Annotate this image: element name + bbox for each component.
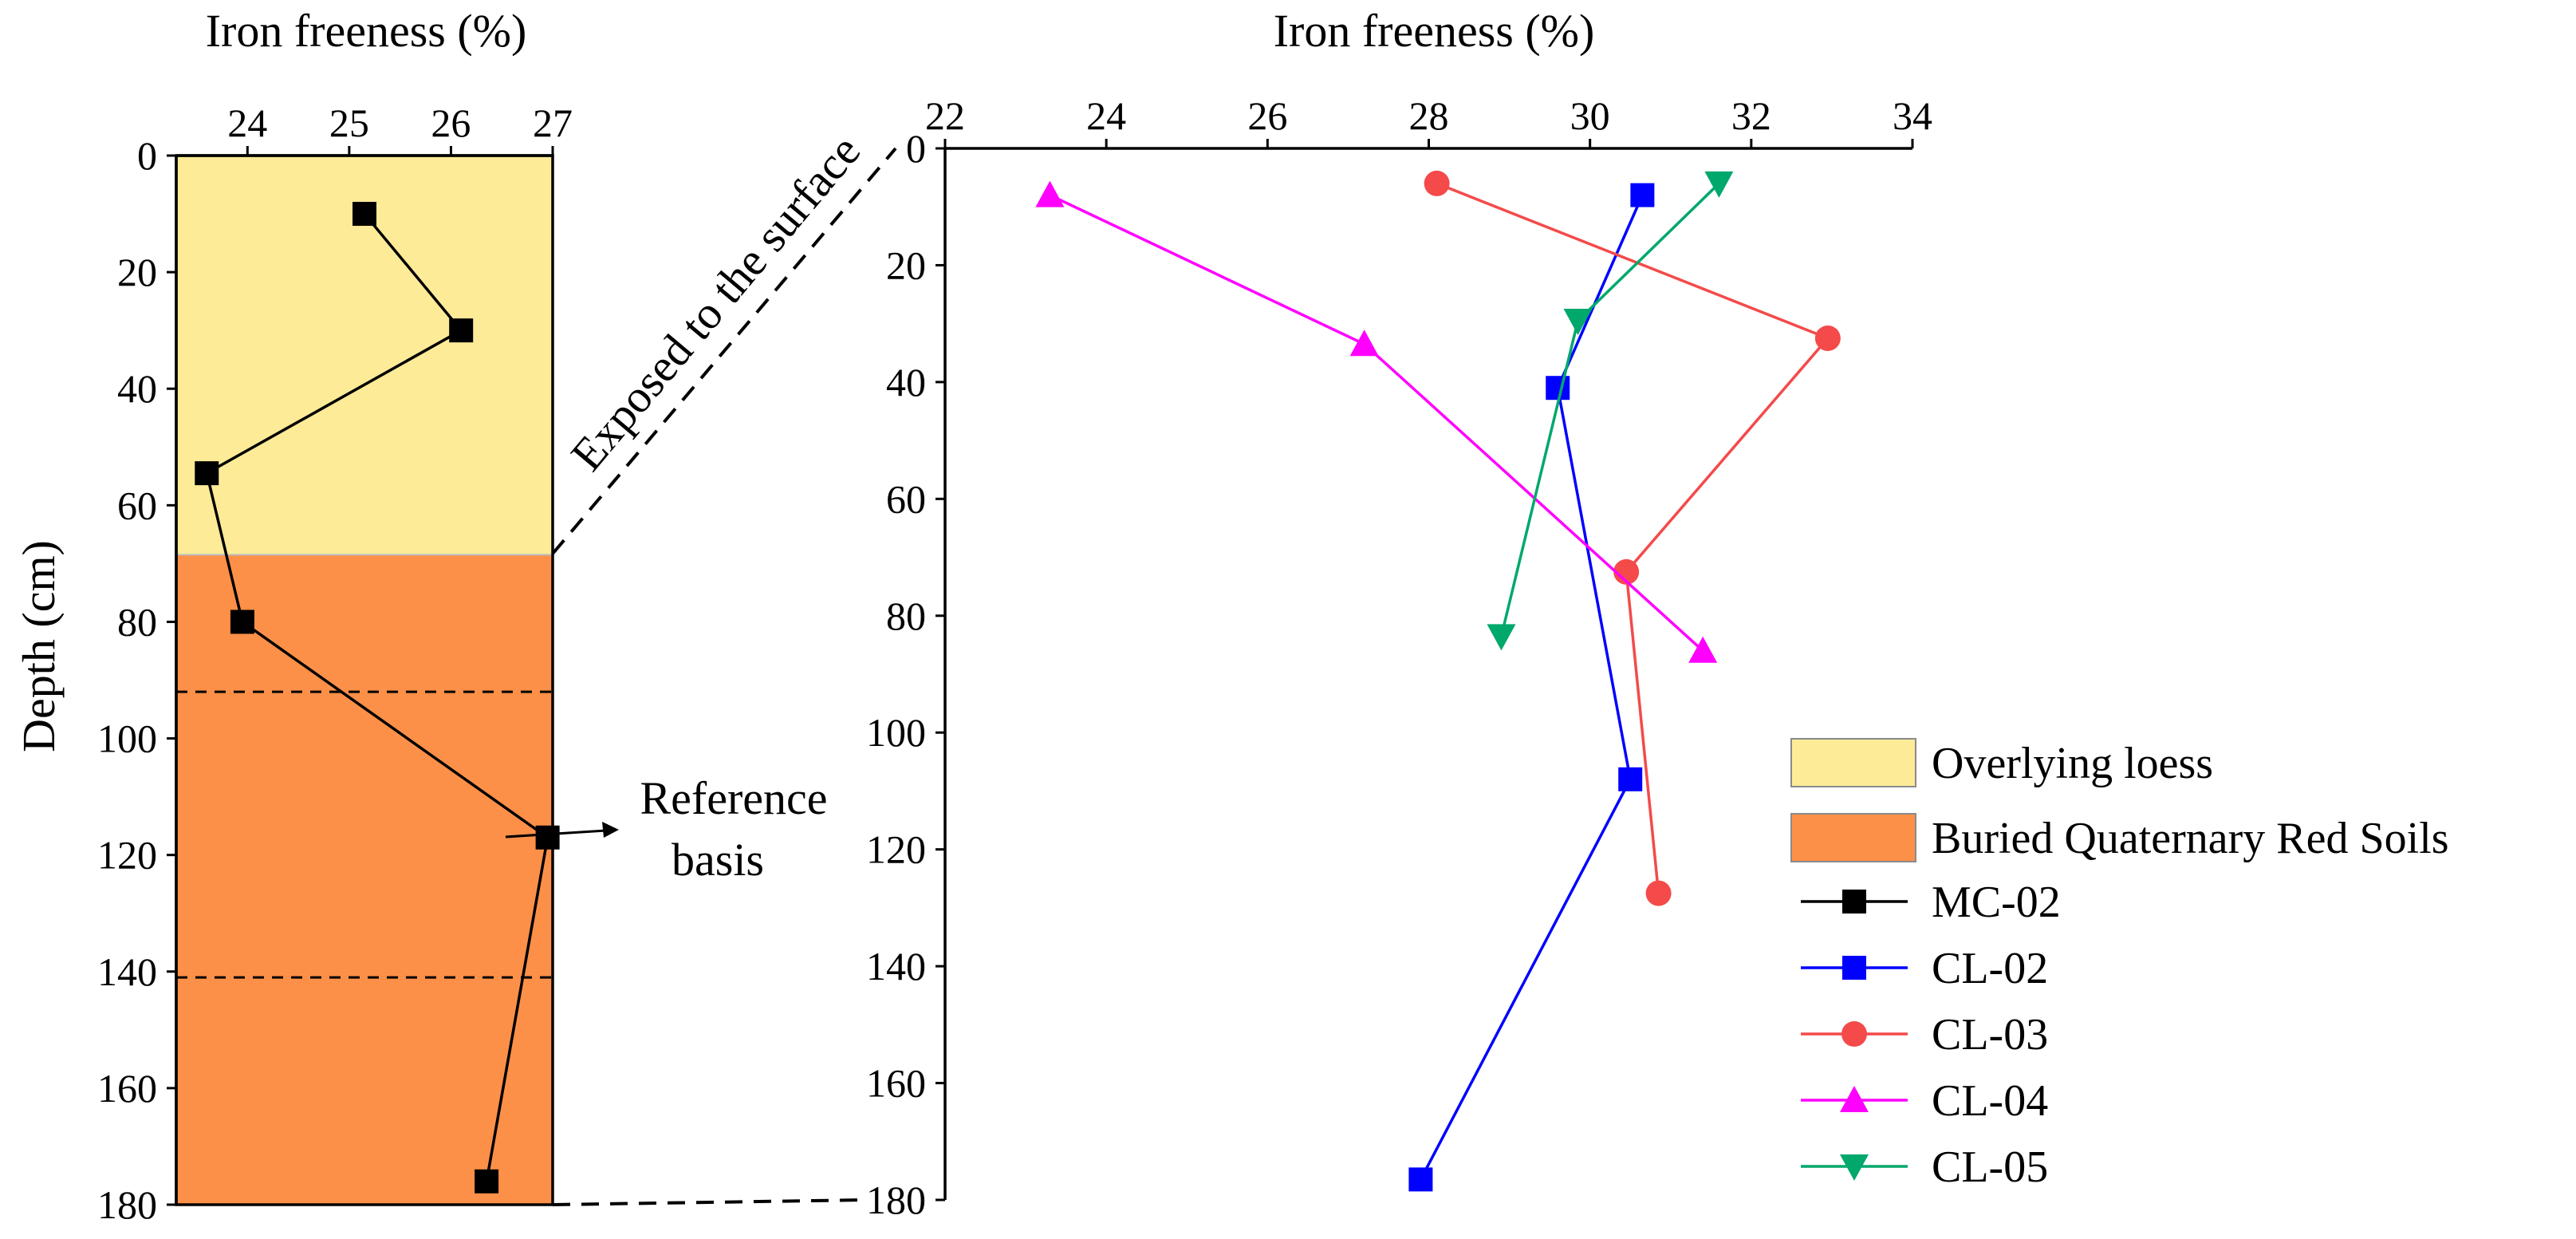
data-point-mc-02 — [353, 202, 376, 227]
y-tick-label: 60 — [117, 483, 157, 527]
legend-marker-cl-02 — [1842, 956, 1866, 980]
data-point-cl-02 — [1618, 767, 1643, 791]
left-y-axis-label: Depth (cm) — [13, 540, 65, 752]
legend-label-cl-02: CL-02 — [1932, 944, 2048, 993]
x-tick-label: 24 — [227, 101, 267, 145]
y-tick-label: 40 — [117, 366, 157, 411]
right-series — [1035, 170, 1841, 1192]
y-tick-label: 20 — [117, 250, 157, 294]
series-line-cl-04 — [1049, 193, 1704, 653]
y-tick-label: 0 — [906, 126, 926, 171]
data-point-cl-04 — [1349, 329, 1379, 357]
data-point-mc-02 — [230, 610, 254, 634]
y-tick-label: 40 — [886, 360, 926, 404]
data-point-cl-02 — [1408, 1167, 1433, 1192]
y-tick-label: 140 — [866, 944, 926, 988]
surface-connector-line — [551, 147, 897, 555]
zone-buried-quaternary-red-soils — [176, 554, 553, 1205]
data-point-cl-03 — [1814, 325, 1841, 351]
data-point-mc-02 — [535, 825, 560, 850]
data-point-cl-02 — [1630, 183, 1655, 207]
reference-arrow-line — [505, 829, 607, 838]
data-point-mc-02 — [449, 318, 474, 343]
left-title: Iron freeness (%) — [206, 5, 527, 57]
reference-arrow-head — [602, 822, 619, 838]
y-tick-label: 160 — [97, 1066, 157, 1111]
x-tick-label: 25 — [329, 101, 369, 145]
y-tick-label: 60 — [886, 476, 926, 521]
legend-series-entries: MC-02 CL-02 CL-03 CL-04 CL-05 — [1801, 878, 2061, 1192]
legend-marker-cl-04 — [1840, 1086, 1869, 1112]
legend-label-cl-04: CL-04 — [1932, 1076, 2048, 1126]
y-tick-label: 120 — [866, 827, 926, 872]
legend: Overlying loess Buried Quaternary Red So… — [1790, 738, 2449, 1192]
left-series — [195, 202, 560, 1194]
x-tick-label: 27 — [533, 101, 573, 145]
legend-label-mc-02: MC-02 — [1932, 878, 2061, 927]
right-panel: 22 24 26 28 30 32 34 0 20 40 60 80 100 120 140 160 180 I… — [866, 5, 1932, 1222]
x-tick-label: 22 — [925, 93, 965, 138]
legend-marker-cl-05 — [1840, 1154, 1869, 1181]
data-point-cl-05 — [1563, 309, 1593, 336]
x-tick-label: 28 — [1409, 93, 1449, 138]
data-point-cl-05 — [1704, 171, 1734, 198]
data-point-cl-02 — [1546, 376, 1570, 401]
x-tick-label: 24 — [1086, 93, 1126, 138]
data-point-cl-03 — [1424, 170, 1450, 196]
y-tick-label: 0 — [137, 133, 157, 178]
y-tick-label: 120 — [97, 833, 157, 878]
y-tick-label: 100 — [866, 710, 926, 755]
x-tick-label: 34 — [1893, 93, 1932, 138]
series-line-cl-03 — [1436, 182, 1830, 894]
data-point-mc-02 — [195, 461, 219, 486]
data-point-cl-04 — [1035, 180, 1065, 207]
x-tick-label: 32 — [1731, 93, 1771, 138]
connectors: Exposed to the surface Reference basis — [505, 125, 897, 1206]
legend-label-cl-05: CL-05 — [1932, 1142, 2048, 1192]
legend-label-cl-03: CL-03 — [1932, 1010, 2048, 1059]
data-point-cl-03 — [1613, 558, 1640, 585]
x-tick-label: 26 — [1247, 93, 1287, 138]
y-tick-label: 140 — [97, 949, 157, 994]
data-point-cl-03 — [1645, 880, 1672, 906]
x-tick-label: 30 — [1570, 93, 1610, 138]
data-point-cl-05 — [1487, 624, 1516, 651]
depth-zones — [176, 156, 553, 1205]
y-tick-label: 180 — [866, 1178, 926, 1222]
right-title: Iron freeness (%) — [1274, 5, 1595, 57]
legend-label-overlying-loess: Overlying loess — [1932, 739, 2213, 788]
reference-annotation-line2: basis — [672, 834, 764, 886]
legend-marker-mc-02 — [1842, 890, 1866, 913]
y-tick-label: 80 — [886, 594, 926, 638]
left-axes: 24 25 26 27 0 20 40 60 80 100 120 140 160 180 — [97, 101, 573, 1227]
y-tick-label: 180 — [97, 1182, 157, 1227]
reference-annotation-line1: Reference — [640, 772, 827, 824]
legend-patch-buried-red-soils — [1790, 813, 1916, 862]
y-tick-label: 20 — [886, 243, 926, 287]
y-tick-label: 100 — [97, 716, 157, 761]
bottom-connector-line — [552, 1198, 866, 1206]
right-axes: 22 24 26 28 30 32 34 0 20 40 60 80 100 120 140 160 180 — [866, 93, 1932, 1222]
legend-patch-overlying-loess — [1790, 738, 1916, 787]
data-point-mc-02 — [475, 1169, 499, 1194]
data-point-cl-04 — [1688, 636, 1718, 663]
surface-annotation: Exposed to the surface — [561, 125, 870, 480]
y-tick-label: 80 — [117, 599, 157, 644]
legend-marker-cl-03 — [1841, 1021, 1867, 1047]
series-line-cl-02 — [1419, 194, 1644, 1181]
legend-label-buried-red-soils: Buried Quaternary Red Soils — [1932, 814, 2449, 863]
x-tick-label: 26 — [431, 101, 471, 145]
left-panel: 24 25 26 27 0 20 40 60 80 100 120 140 160 180 Iron fr… — [13, 5, 573, 1227]
y-tick-label: 160 — [866, 1061, 926, 1106]
series-line-mc-02 — [205, 212, 549, 1182]
